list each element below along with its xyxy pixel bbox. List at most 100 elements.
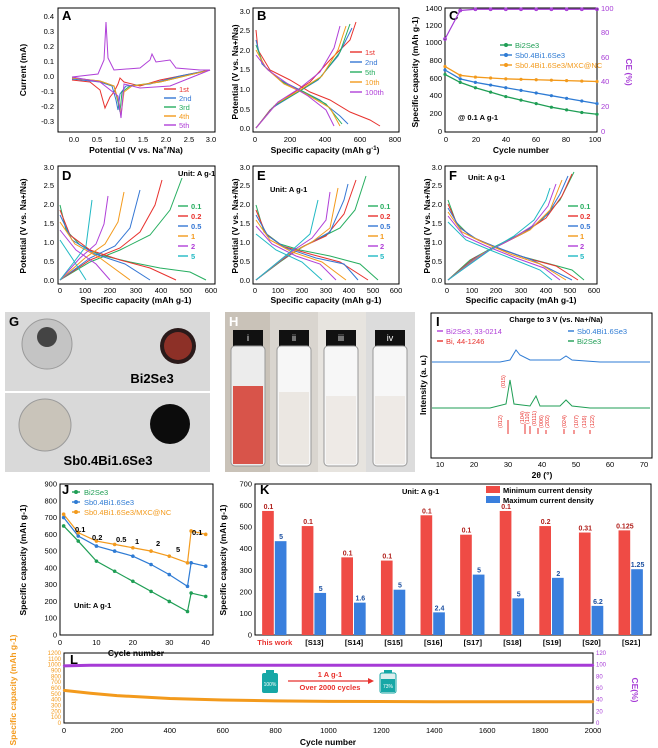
panel-k-legend: Minimum current density Maximum current …	[486, 486, 595, 505]
panel-j-point	[149, 549, 153, 553]
panel-i-legend: Bi2Se3, 33-0214 Bi, 44-1246 Sb0.4Bi1.6Se…	[437, 327, 627, 346]
panel-k-bar	[433, 612, 445, 635]
panel-j-point	[94, 559, 99, 563]
panel-k-bar-label: 5	[279, 534, 283, 541]
panel-j-point	[61, 515, 66, 520]
panel-a-xtick: 1.0	[115, 135, 125, 144]
panel-b-legend: 1st 2nd 5th 10th 100th	[350, 48, 384, 97]
panel-a-yticks: 0.4 0.3 0.2 0.1 0.0 -0.1 -0.2 -0.3	[41, 12, 54, 126]
panel-f-ytick: 2.5	[432, 181, 442, 190]
panel-e-curve-1	[255, 219, 347, 281]
panel-d-legend-item: 2	[191, 242, 195, 251]
panel-k-bar-label: 0.1	[264, 504, 274, 511]
panel-k-ytick: 500	[239, 523, 252, 532]
panel-i-peak: (107)	[574, 415, 580, 428]
panel-d-xtick: 400	[155, 286, 168, 295]
panel-b-curve-1st-d	[255, 29, 381, 127]
panel-k-ytick: 200	[239, 587, 252, 596]
panel-l-y2tick: 80	[596, 674, 603, 680]
panel-l-capacity-point	[538, 700, 542, 703]
panel-j-point	[149, 589, 153, 594]
panel-f-xlabel: Specific capacity (mAh g-1)	[465, 295, 576, 305]
panel-j-ytick: 500	[44, 547, 57, 556]
panel-f-letter: F	[449, 168, 457, 183]
panel-k-bar	[591, 605, 604, 635]
panel-c: C 0 200 400 600 800 1000 1200 1400 0 20 …	[410, 4, 634, 155]
panel-j-series-line	[63, 513, 206, 564]
panel-k-bar	[460, 534, 472, 635]
panel-k-bar	[512, 598, 525, 635]
vial-i: i	[230, 330, 266, 467]
panel-e-yticks: 0.0 0.5 1.0 1.5 2.0 2.5 3.0	[240, 163, 250, 285]
panel-i-xtick: 60	[606, 460, 614, 469]
panel-a-ytick: 0.3	[44, 27, 54, 36]
panel-j-point	[76, 534, 81, 538]
panel-c-point	[473, 80, 477, 84]
panel-f-xtick: 100	[466, 286, 479, 295]
panel-i-peak: (0111)	[532, 411, 538, 426]
panel-l: L Specific capacity (mAh g-1) CE(%) Cycl…	[8, 634, 640, 747]
panel-d-legend-item: 0.5	[191, 222, 201, 231]
panel-j-point	[185, 584, 190, 589]
panel-b-yticks: 0.0 0.5 1.0 1.5 2.0 2.5 3.0	[240, 7, 250, 133]
panel-l-capacity-point	[274, 699, 277, 703]
panel-j-point	[203, 532, 208, 537]
panel-b-legend-2nd: 2nd	[365, 58, 378, 67]
panel-e-xtick: 600	[390, 286, 403, 295]
panel-d-legend-item: 5	[191, 252, 195, 261]
panel-l-capacity-point	[433, 700, 436, 703]
panel-j-ytick: 0	[53, 631, 57, 640]
panel-c-point	[458, 80, 462, 84]
panel-i-peak: (024)	[562, 415, 568, 428]
panel-j-rate: 0.1	[75, 525, 85, 534]
panel-j-point	[61, 524, 66, 528]
panel-e-ylabel: Potential (V vs. Na+/Na)	[230, 178, 240, 273]
panel-c-point	[580, 110, 584, 115]
panel-b-curve-10th	[255, 49, 341, 127]
panel-k-bar	[499, 510, 512, 635]
panel-d-curve-5	[59, 239, 87, 281]
panel-l-xtick: 1800	[532, 726, 549, 735]
panel-l-frame	[63, 652, 594, 724]
panel-j-point	[61, 512, 66, 516]
panel-g-residue-1	[37, 327, 57, 347]
panel-d-curve-0.2-c	[59, 179, 163, 281]
panel-c-y2label: CE (%)	[624, 58, 634, 86]
panel-k-bar-label: 0.1	[303, 519, 313, 526]
panel-i-xticks: 10 20 30 40 50 60 70	[436, 460, 648, 469]
panel-j-legend: Bi2Se3 Sb0.4Bi1.6Se3 Sb0.4Bi1.6Se3/MXC@N…	[72, 488, 172, 517]
panel-c-point	[534, 91, 538, 95]
panel-i-peak: (110)	[525, 411, 531, 424]
panel-i-frame	[430, 312, 653, 459]
panel-a-xtick: 1.5	[138, 135, 148, 144]
panel-l-ce-point	[486, 664, 489, 667]
vial-iv-label: iv	[387, 333, 394, 343]
panel-e-ytick: 2.5	[240, 181, 250, 190]
panel-j-plot	[61, 512, 208, 614]
panel-k-bar	[539, 526, 551, 635]
panel-d-ytick: 3.0	[44, 163, 54, 172]
panel-f-curve-5-c	[447, 187, 551, 281]
panel-k-category: [S14]	[345, 638, 364, 647]
panel-e-legend-item: 0.1	[380, 202, 390, 211]
panel-a-ytick: -0.2	[41, 102, 54, 111]
panel-c-xtick: 60	[532, 135, 540, 144]
panel-j-point	[112, 542, 117, 547]
panel-i-legend-ref1: Bi2Se3, 33-0214	[446, 327, 502, 336]
panel-i-xtick: 50	[572, 460, 580, 469]
panel-c-point	[504, 77, 508, 81]
panel-c-xtick: 0	[444, 135, 448, 144]
panel-e-curve-0.2	[255, 209, 369, 281]
panel-i-xtick: 20	[470, 460, 478, 469]
panel-k-bar-label: 0.125	[616, 523, 634, 530]
panel-k-bar-label: 6.2	[593, 599, 603, 606]
panel-c-ce-point	[549, 7, 554, 12]
panel-l-ce-point	[433, 664, 436, 667]
panel-c-point	[504, 86, 508, 90]
panel-k-bar	[578, 532, 591, 635]
panel-b-ytick: 1.0	[240, 85, 250, 94]
panel-c-ce-point	[458, 8, 463, 13]
panel-b-curve-1st-c	[255, 21, 357, 129]
panel-k-category: [S17]	[464, 638, 483, 647]
panel-b-ylabel: Potential (V vs. Na+/Na)	[230, 24, 240, 119]
